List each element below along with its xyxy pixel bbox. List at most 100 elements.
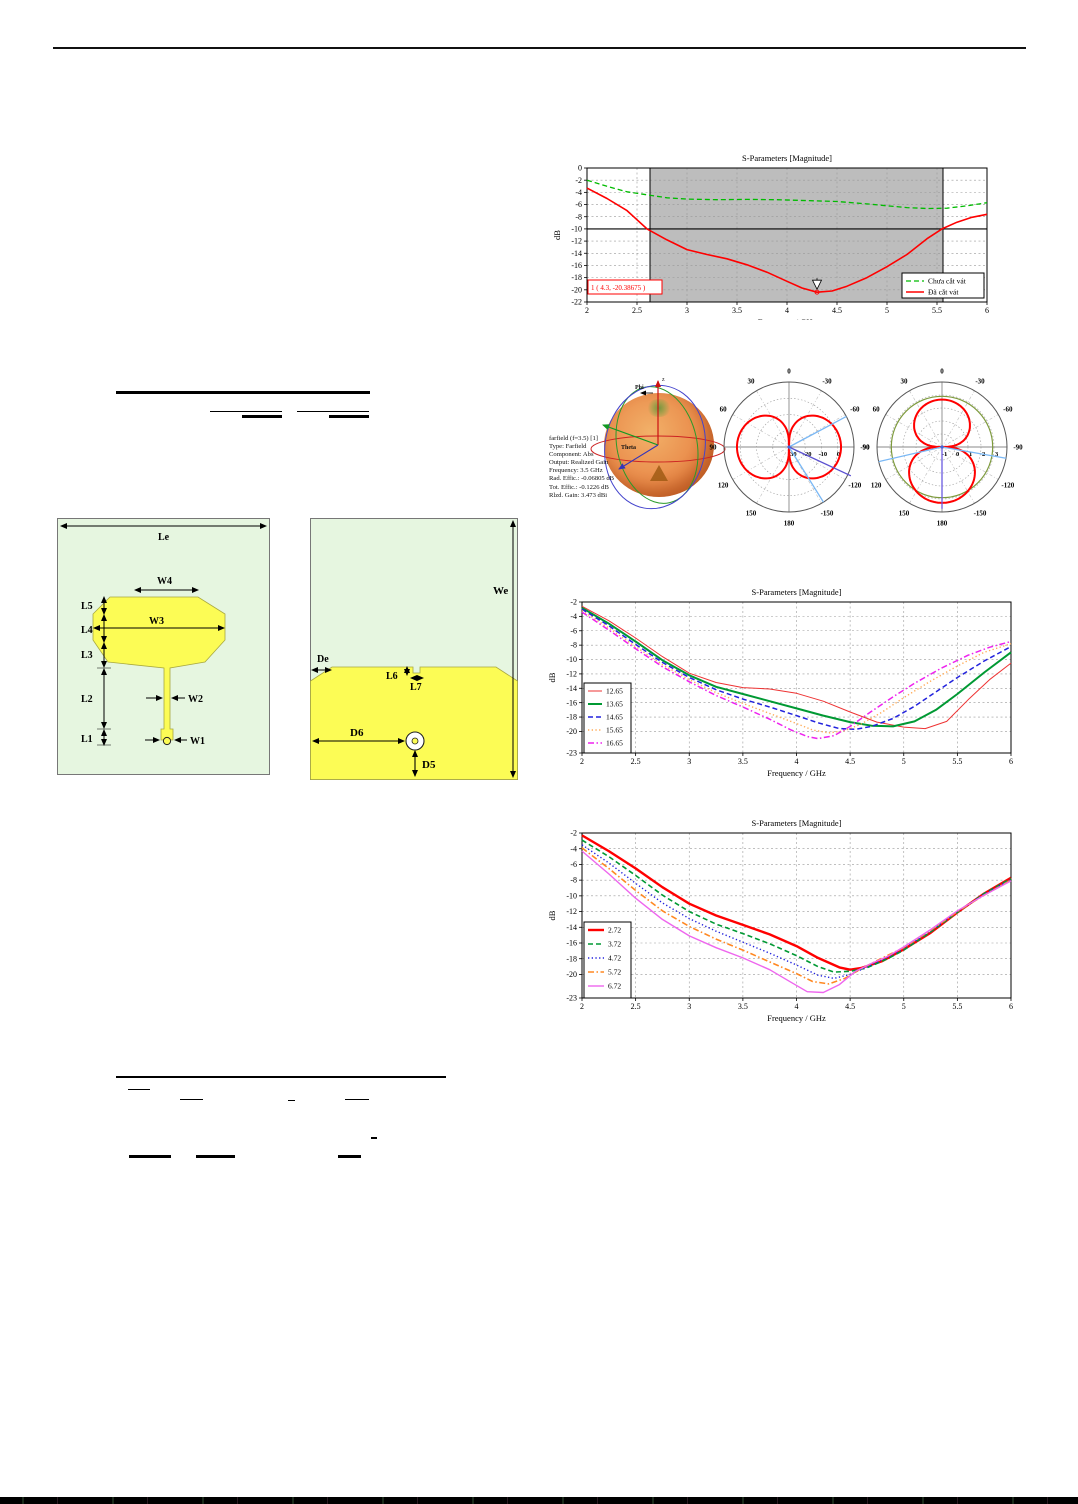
- series-line: [581, 611, 1012, 740]
- y-tick-label: -20: [566, 970, 577, 979]
- y-tick-label: -8: [570, 641, 577, 650]
- polar-center-dot: [940, 445, 944, 449]
- dim-D5-label: D5: [422, 759, 436, 771]
- y-tick-label: -10: [566, 891, 577, 900]
- series-line: [581, 839, 1012, 973]
- x-tick-label: 3.5: [738, 1002, 748, 1011]
- angle-label: -90: [1013, 444, 1023, 452]
- equation-fraction-bar: [210, 411, 282, 412]
- angle-label: 30: [748, 378, 756, 386]
- series-line: [586, 179, 988, 210]
- chart-title: S-Parameters [Magnitude]: [752, 587, 842, 597]
- farfield-info-line: Rad. Effic.: -0.06805 dB: [549, 475, 615, 483]
- z-axis-label: z: [662, 377, 665, 383]
- radial-label: 1: [969, 451, 972, 458]
- dim-L4-label: L4: [81, 625, 93, 636]
- x-tick-label: 2: [580, 757, 584, 766]
- polar-ring: [739, 397, 839, 497]
- y-axis-label: dB: [548, 910, 557, 920]
- polar-center-dot: [787, 445, 791, 449]
- s-parameters-chart-sweep-w3: 2 2.5 3 3.5 4 4.5 5 5.5 6 -2 -4 -6 -8 -10 -12 -14 -16 -18…: [548, 587, 1013, 778]
- y-tick-label: -20: [571, 285, 582, 294]
- antenna-back-diagram: We De L6 L7 D6 D5: [310, 518, 518, 780]
- series-line: [581, 608, 1012, 731]
- x-axis-label: Frequency / GHz: [758, 317, 817, 320]
- dim-D6-label: D6: [350, 727, 364, 739]
- x-tick-label: 2: [580, 1002, 584, 1011]
- y-tick-label: -22: [571, 298, 582, 307]
- angle-marker-line: [788, 446, 824, 503]
- angle-label: -120: [848, 482, 861, 490]
- y-tick-label: -6: [570, 626, 577, 635]
- y-tick-label: -2: [570, 829, 577, 838]
- phi-label: Phi: [635, 385, 644, 391]
- equation-fraction-bar: [128, 1089, 150, 1090]
- x-tick-label: 2.5: [631, 757, 641, 766]
- angle-label: -30: [822, 378, 832, 386]
- x-tick-label: 4.5: [845, 757, 855, 766]
- pattern-lobe: [736, 414, 790, 480]
- y-tick-label: -14: [566, 684, 577, 693]
- marker-flag: [811, 279, 823, 291]
- pattern-lobe: [913, 398, 971, 448]
- angle-marker-line: [878, 446, 943, 463]
- y-axis-label: dB: [552, 230, 562, 240]
- highlight-band: [650, 168, 943, 302]
- y-tick-label: -23: [566, 994, 577, 1003]
- chart-title: S-Parameters [Magnitude]: [742, 153, 832, 163]
- radial-label: -20: [803, 451, 812, 458]
- series-line: [581, 605, 1012, 730]
- y-tick-label: -12: [566, 907, 577, 916]
- x-tick-label: 3: [685, 306, 689, 315]
- footer-scan-bar: [0, 1497, 1078, 1504]
- legend-label: Chưa cắt vát: [928, 277, 967, 286]
- legend-box: [583, 682, 632, 754]
- y-axis-label: dB: [548, 672, 557, 682]
- x-tick-label: 6: [1009, 1002, 1013, 1011]
- angle-label: 60: [720, 406, 728, 414]
- y-tick-label: -16: [566, 698, 577, 707]
- y-tick-label: -6: [575, 200, 582, 209]
- y-tick-label: 0: [578, 164, 582, 173]
- y-tick-label: -14: [571, 249, 582, 258]
- farfield-info-line: Output: Realized Gain: [549, 459, 609, 467]
- x-tick-label: 5: [902, 757, 906, 766]
- angle-label: 180: [784, 520, 795, 528]
- polar-ring: [915, 420, 969, 474]
- s-parameters-chart-cut-vs-uncut: 2 2.5 3 3.5 4 4.5 5 5.5 6 0 -2 -4 -6 -8 -10 -12 -14 -16 -1…: [552, 153, 989, 320]
- legend-label: 12.65: [606, 687, 623, 696]
- dim-W1-label: W1: [190, 736, 205, 747]
- dim-L2-label: L2: [81, 694, 93, 705]
- angle-marker-line: [788, 446, 852, 477]
- y-tick-label: -8: [575, 212, 582, 221]
- farfield-info-line: Tot. Effic.: -0.1226 dB: [549, 483, 609, 491]
- x-tick-label: 4: [785, 306, 789, 315]
- equation-fraction-bar: [371, 1137, 377, 1139]
- meridian-ring-blue: [604, 384, 706, 510]
- angle-label: 30: [901, 378, 909, 386]
- y-tick-label: -18: [566, 713, 577, 722]
- angle-label: 150: [746, 509, 757, 517]
- polar-outer-ring: [876, 381, 1008, 513]
- marker-readout-box: [587, 279, 663, 295]
- x-tick-label: 2.5: [631, 1002, 641, 1011]
- marker-readout-text: 1 ( 4.3, -20.38675 ): [591, 284, 646, 292]
- angle-label: -150: [821, 509, 834, 517]
- s-parameters-chart-sweep-w2: 2 2.5 3 3.5 4 4.5 5 5.5 6 -2 -4 -6 -8 -10 -12 -14 -16 -18…: [548, 818, 1013, 1023]
- legend-label: Đã cắt vát: [928, 288, 959, 297]
- dim-L7-label: L7: [410, 682, 422, 693]
- angle-label: -150: [974, 509, 987, 517]
- dim-W3-label: W3: [149, 616, 164, 627]
- x-tick-label: 3: [687, 1002, 691, 1011]
- theta-label: Theta: [621, 445, 636, 451]
- series-line: [586, 187, 988, 293]
- equation-fraction-bar: [297, 411, 369, 412]
- farfield-info-block: farfield (f=3.5) [1] Type: Farfield Comp…: [549, 435, 614, 500]
- dim-De-label: De: [317, 654, 329, 665]
- x-tick-label: 4.5: [845, 1002, 855, 1011]
- legend-label: 15.65: [606, 726, 623, 735]
- y-tick-label: -23: [566, 749, 577, 758]
- equation-fraction-bar: [180, 1099, 203, 1100]
